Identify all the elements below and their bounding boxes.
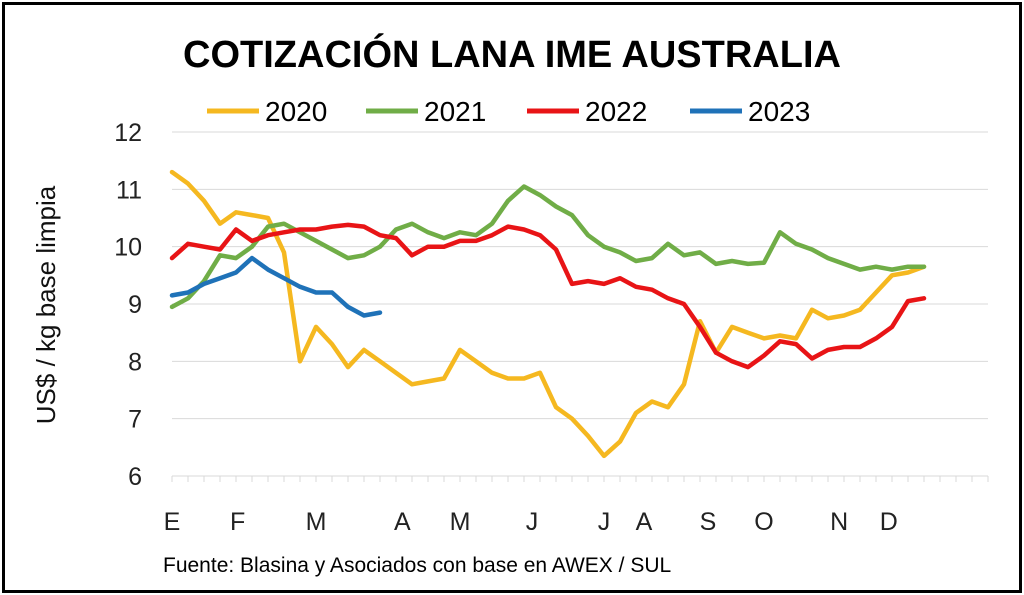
series-line-2020: [169, 169, 927, 459]
y-tick-label: 8: [128, 348, 142, 376]
series-lines: [169, 169, 927, 459]
x-tick-label: A: [636, 508, 653, 536]
y-tick-label: 7: [128, 406, 142, 434]
legend: 2020 2021 2022 2023: [207, 96, 810, 127]
series-line-2022: [169, 222, 927, 370]
y-tick-label: 6: [128, 463, 142, 491]
x-tick-label: J: [598, 508, 611, 536]
y-axis-label: US$ / kg base limpia: [31, 185, 61, 424]
x-tick-label: N: [830, 508, 848, 536]
legend-label-2022: 2022: [585, 96, 647, 127]
x-tick-label: O: [754, 508, 773, 536]
series-line-2023: [169, 255, 383, 318]
x-tick-label: S: [700, 508, 717, 536]
y-tick-label: 10: [114, 234, 142, 262]
source-note: Fuente: Blasina y Asociados con base en …: [163, 554, 671, 577]
legend-label-2020: 2020: [265, 96, 327, 127]
y-tick-label: 12: [114, 119, 142, 147]
y-tick-label: 9: [128, 291, 142, 319]
x-tick-label: J: [526, 508, 539, 536]
gridlines: [172, 131, 988, 477]
y-axis-ticks: 6 7 8 9 10 11 12: [114, 119, 142, 491]
legend-label-2021: 2021: [424, 96, 486, 127]
chart-title: COTIZACIÓN LANA IME AUSTRALIA: [183, 32, 841, 76]
x-tick-label: M: [306, 508, 327, 536]
x-tick-label: D: [880, 508, 898, 536]
x-tick-label: M: [450, 508, 471, 536]
x-tick-label: A: [394, 508, 411, 536]
x-tick-label: E: [164, 508, 181, 536]
x-tick-label: F: [230, 508, 245, 536]
y-tick-label: 11: [116, 176, 142, 204]
legend-label-2023: 2023: [748, 96, 810, 127]
